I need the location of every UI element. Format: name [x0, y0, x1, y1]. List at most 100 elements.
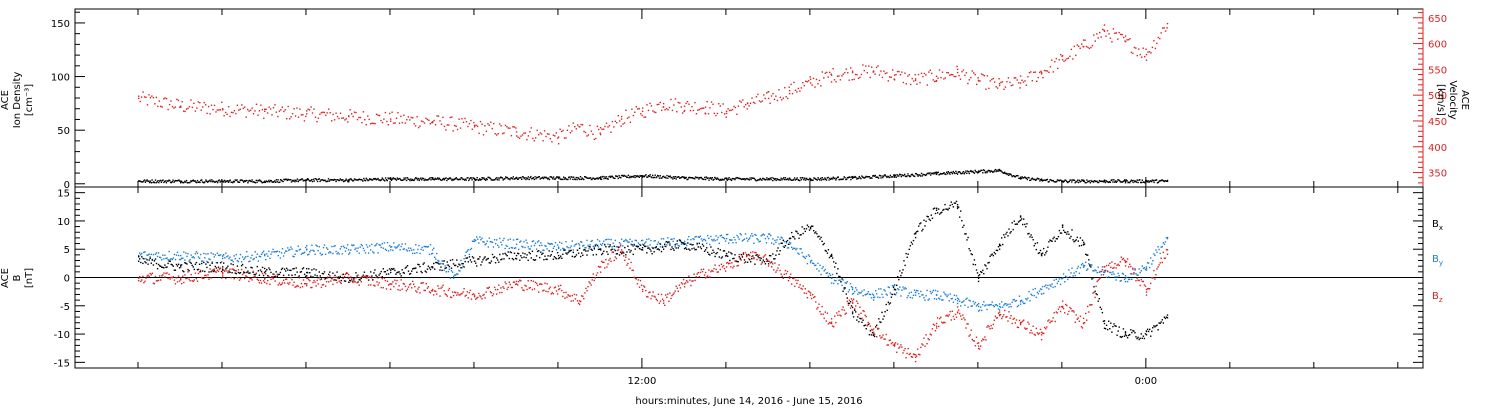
bz-point: [246, 276, 247, 277]
density-point: [802, 177, 803, 178]
by-point: [986, 309, 987, 310]
density-point: [382, 177, 383, 178]
bx-point: [1054, 237, 1055, 238]
by-point: [387, 242, 388, 243]
density-point: [674, 178, 675, 179]
velocity-point: [1126, 39, 1127, 40]
density-point: [860, 178, 861, 179]
bz-point: [570, 295, 571, 296]
bz-point: [436, 293, 437, 294]
velocity-point: [954, 76, 955, 77]
bz-point: [779, 270, 780, 271]
by-point: [835, 280, 836, 281]
bz-point: [195, 273, 196, 274]
bx-point: [319, 271, 320, 272]
by-point: [954, 295, 955, 296]
velocity-point: [699, 109, 700, 110]
bx-point: [317, 275, 318, 276]
velocity-point: [487, 123, 488, 124]
by-point: [194, 257, 195, 258]
by-point: [719, 243, 720, 244]
velocity-point: [290, 116, 291, 117]
by-point: [607, 244, 608, 245]
density-point: [1156, 179, 1157, 180]
velocity-point: [994, 81, 995, 82]
bz-point: [427, 288, 428, 289]
density-point: [368, 179, 369, 180]
by-point: [180, 259, 181, 260]
density-point: [319, 181, 320, 182]
velocity-point: [1098, 37, 1099, 38]
bx-point: [660, 243, 661, 244]
density-point: [712, 177, 713, 178]
by-point: [213, 253, 214, 254]
bx-point: [770, 255, 771, 256]
by-point: [153, 254, 154, 255]
bz-point: [582, 296, 583, 297]
bx-point: [1078, 240, 1079, 241]
density-point: [694, 178, 695, 179]
bz-point: [689, 280, 690, 281]
bx-point: [678, 247, 679, 248]
velocity-point: [292, 113, 293, 114]
bx-point: [975, 264, 976, 265]
by-point: [646, 239, 647, 240]
velocity-point: [490, 122, 491, 123]
velocity-point: [486, 131, 487, 132]
bz-point: [615, 256, 616, 257]
bx-point: [882, 318, 883, 319]
by-point: [786, 242, 787, 243]
density-point: [749, 177, 750, 178]
by-point: [919, 296, 920, 297]
bz-point: [865, 315, 866, 316]
bx-point: [393, 268, 394, 269]
velocity-point: [422, 121, 423, 122]
bx-point: [166, 266, 167, 267]
bx-point: [220, 262, 221, 263]
velocity-point: [307, 109, 308, 110]
velocity-point: [264, 111, 265, 112]
by-point: [1150, 257, 1151, 258]
bx-point: [1137, 337, 1138, 338]
density-point: [498, 177, 499, 178]
velocity-point: [520, 136, 521, 137]
velocity-point: [164, 97, 165, 98]
bx-point: [696, 249, 697, 250]
by-point: [1001, 301, 1002, 302]
top-panel-frame: [75, 9, 1423, 187]
bx-point: [164, 264, 165, 265]
velocity-point: [789, 90, 790, 91]
bx-point: [999, 244, 1000, 245]
density-point: [528, 176, 529, 177]
density-point: [513, 176, 514, 177]
bx-point: [1101, 309, 1102, 310]
density-point: [1086, 179, 1087, 180]
density-point: [647, 177, 648, 178]
bx-point: [1083, 244, 1084, 245]
by-point: [323, 247, 324, 248]
by-point: [202, 260, 203, 261]
density-point: [580, 176, 581, 177]
bz-point: [650, 298, 651, 299]
bx-point: [1112, 326, 1113, 327]
top-panel-points: [138, 23, 1168, 184]
bz-point: [533, 281, 534, 282]
velocity-point: [997, 87, 998, 88]
by-point: [404, 248, 405, 249]
by-point: [173, 257, 174, 258]
velocity-point: [816, 79, 817, 80]
by-point: [1079, 273, 1080, 274]
density-point: [614, 178, 615, 179]
velocity-point: [1113, 28, 1114, 29]
velocity-point: [898, 71, 899, 72]
bx-point: [1033, 239, 1034, 240]
density-point: [293, 180, 294, 181]
velocity-point: [331, 120, 332, 121]
bz-point: [341, 283, 342, 284]
velocity-point: [495, 133, 496, 134]
by-point: [629, 239, 630, 240]
density-point: [573, 177, 574, 178]
velocity-point: [928, 71, 929, 72]
velocity-point: [256, 104, 257, 105]
bz-point: [788, 280, 789, 281]
